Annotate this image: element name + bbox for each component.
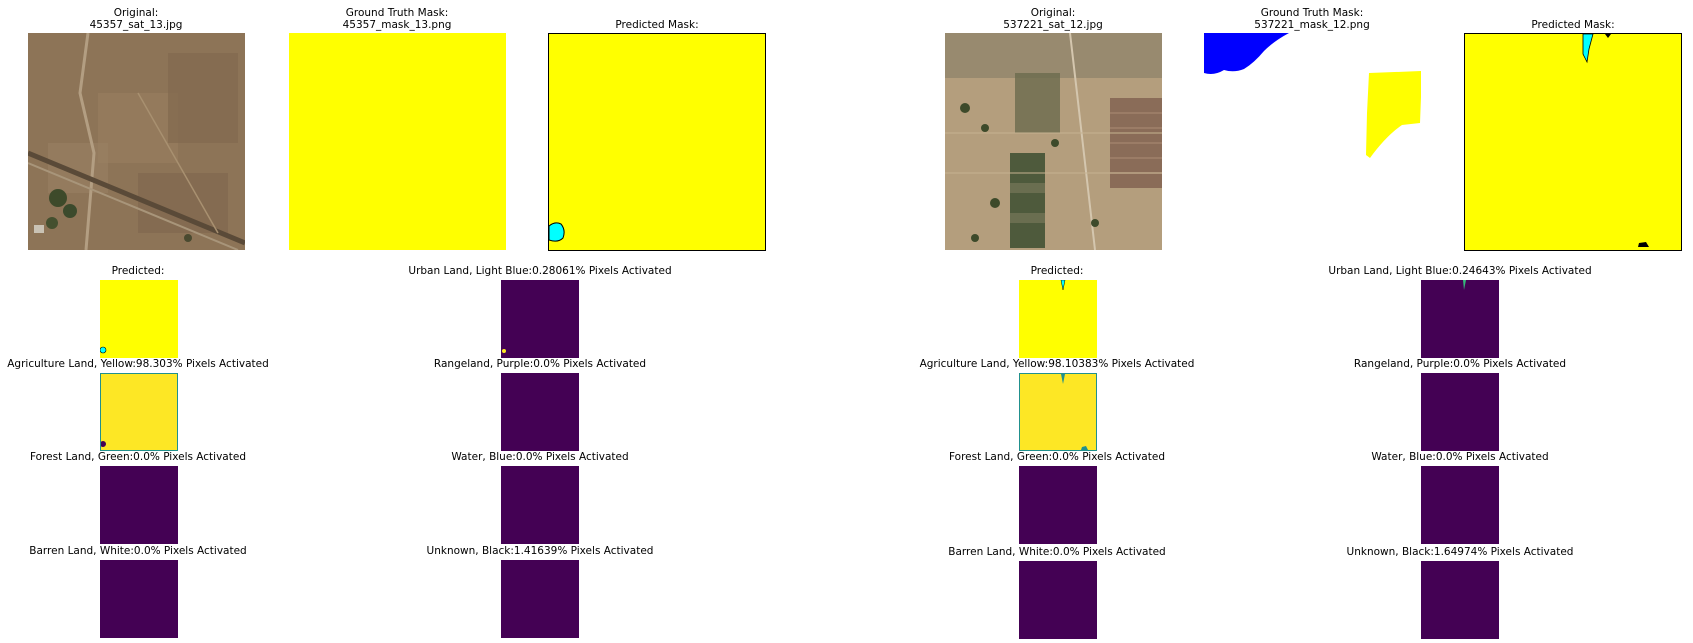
right-predicted-mask-overlay bbox=[1582, 34, 1649, 247]
right-predicted-mask-title: Predicted Mask: bbox=[1531, 19, 1615, 31]
left-ground-truth-filename: 45357_mask_13.png bbox=[342, 19, 452, 31]
left-rangeland-heatmap bbox=[501, 373, 579, 451]
left-ground-truth-mask bbox=[289, 33, 506, 250]
left-urban-heatmap-overlay bbox=[502, 349, 506, 353]
right-water-label: Water, Blue:0.0% Pixels Activated bbox=[1371, 451, 1549, 463]
right-original-title-line: Original: bbox=[1030, 7, 1076, 19]
right-urban-heatmap-overlay bbox=[1463, 280, 1466, 290]
right-rangeland-heatmap bbox=[1421, 373, 1499, 451]
right-predicted-small-overlay bbox=[1060, 280, 1066, 291]
right-barren-heatmap bbox=[1019, 561, 1097, 639]
right-predicted-small-title: Predicted: bbox=[1030, 265, 1084, 277]
right-unknown-heatmap bbox=[1421, 561, 1499, 639]
right-agriculture-label: Agriculture Land, Yellow:98.10383% Pixel… bbox=[919, 358, 1195, 370]
right-predicted-small bbox=[1019, 280, 1097, 358]
left-predicted-small-overlay bbox=[100, 346, 107, 354]
right-ground-truth-mask bbox=[1204, 33, 1421, 250]
right-satellite-texture bbox=[945, 33, 1162, 250]
left-original-title-line: Original: bbox=[113, 7, 159, 19]
left-satellite-texture bbox=[28, 33, 245, 250]
left-forest-label: Forest Land, Green:0.0% Pixels Activated bbox=[30, 451, 246, 463]
right-forest-heatmap bbox=[1019, 466, 1097, 544]
right-ground-truth-overlay bbox=[1204, 33, 1421, 158]
left-unknown-label: Unknown, Black:1.41639% Pixels Activated bbox=[426, 545, 654, 557]
left-ground-truth-title: Ground Truth Mask: 45357_mask_13.png bbox=[343, 7, 452, 31]
left-predicted-mask-title: Predicted Mask: bbox=[615, 19, 699, 31]
right-barren-label: Barren Land, White:0.0% Pixels Activated bbox=[948, 546, 1166, 558]
left-original-filename: 45357_sat_13.jpg bbox=[89, 19, 183, 31]
right-water-heatmap bbox=[1421, 466, 1499, 544]
right-original-title: Original: 537221_sat_12.jpg bbox=[1003, 7, 1103, 31]
left-original-satellite-image bbox=[28, 33, 245, 250]
left-barren-heatmap bbox=[100, 560, 178, 638]
right-agriculture-heatmap-overlay bbox=[1061, 374, 1088, 450]
left-predicted-small-title: Predicted: bbox=[111, 265, 165, 277]
left-agriculture-label: Agriculture Land, Yellow:98.303% Pixels … bbox=[7, 358, 269, 370]
right-agriculture-heatmap bbox=[1019, 373, 1097, 451]
right-original-filename: 537221_sat_12.jpg bbox=[1003, 19, 1103, 31]
left-unknown-heatmap bbox=[501, 560, 579, 638]
left-urban-label: Urban Land, Light Blue:0.28061% Pixels A… bbox=[408, 265, 672, 277]
right-forest-label: Forest Land, Green:0.0% Pixels Activated bbox=[949, 451, 1165, 463]
left-agriculture-heatmap bbox=[100, 373, 178, 451]
left-rangeland-label: Rangeland, Purple:0.0% Pixels Activated bbox=[433, 358, 647, 370]
left-water-label: Water, Blue:0.0% Pixels Activated bbox=[451, 451, 629, 463]
right-rangeland-label: Rangeland, Purple:0.0% Pixels Activated bbox=[1353, 358, 1567, 370]
left-water-heatmap bbox=[501, 466, 579, 544]
left-agriculture-heatmap-overlay bbox=[101, 441, 106, 447]
left-ground-truth-title-line: Ground Truth Mask: bbox=[345, 7, 449, 19]
right-ground-truth-title: Ground Truth Mask: 537221_mask_12.png bbox=[1254, 7, 1369, 31]
right-ground-truth-title-line: Ground Truth Mask: bbox=[1260, 7, 1364, 19]
right-unknown-label: Unknown, Black:1.64974% Pixels Activated bbox=[1346, 546, 1574, 558]
left-predicted-mask bbox=[548, 33, 766, 251]
left-forest-heatmap bbox=[100, 466, 178, 544]
right-ground-truth-filename: 537221_mask_12.png bbox=[1254, 19, 1370, 31]
left-urban-heatmap bbox=[501, 280, 579, 358]
right-predicted-mask bbox=[1464, 33, 1682, 251]
right-urban-heatmap bbox=[1421, 280, 1499, 358]
right-original-satellite-image bbox=[945, 33, 1162, 250]
left-barren-label: Barren Land, White:0.0% Pixels Activated bbox=[29, 545, 247, 557]
left-original-title: Original: 45357_sat_13.jpg bbox=[90, 7, 183, 31]
left-predicted-small bbox=[100, 280, 178, 358]
right-urban-label: Urban Land, Light Blue:0.24643% Pixels A… bbox=[1328, 265, 1592, 277]
left-predicted-mask-overlay bbox=[549, 222, 565, 242]
